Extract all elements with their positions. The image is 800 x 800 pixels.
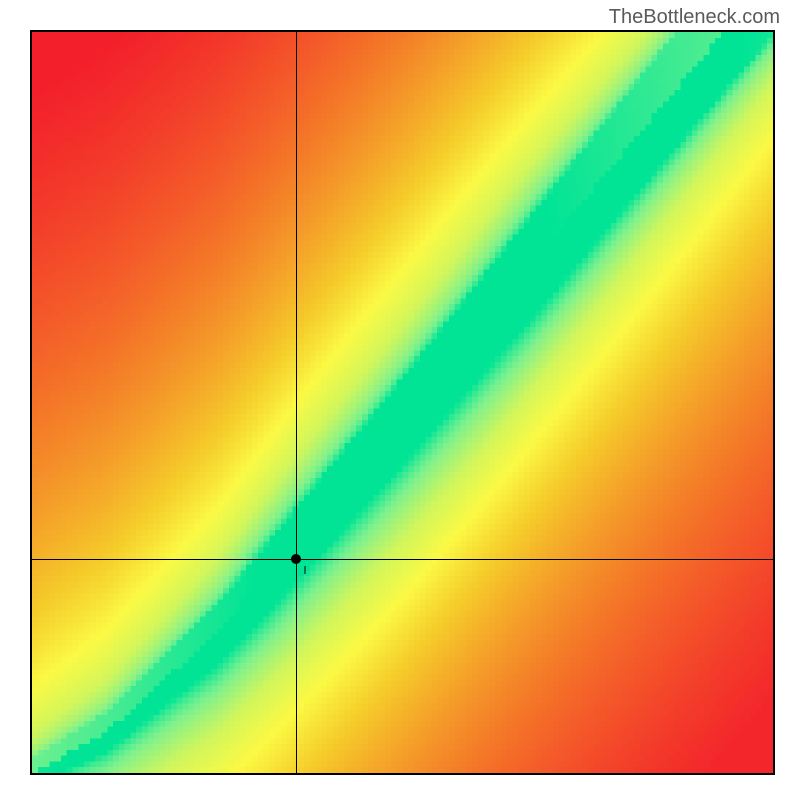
crosshair-horizontal bbox=[32, 559, 773, 560]
selection-marker-tick bbox=[305, 566, 306, 574]
selection-marker bbox=[291, 554, 301, 564]
plot-frame bbox=[30, 30, 775, 775]
chart-container: TheBottleneck.com bbox=[0, 0, 800, 800]
watermark-text: TheBottleneck.com bbox=[609, 6, 780, 29]
bottleneck-heatmap bbox=[32, 32, 773, 773]
crosshair-vertical bbox=[296, 32, 297, 773]
